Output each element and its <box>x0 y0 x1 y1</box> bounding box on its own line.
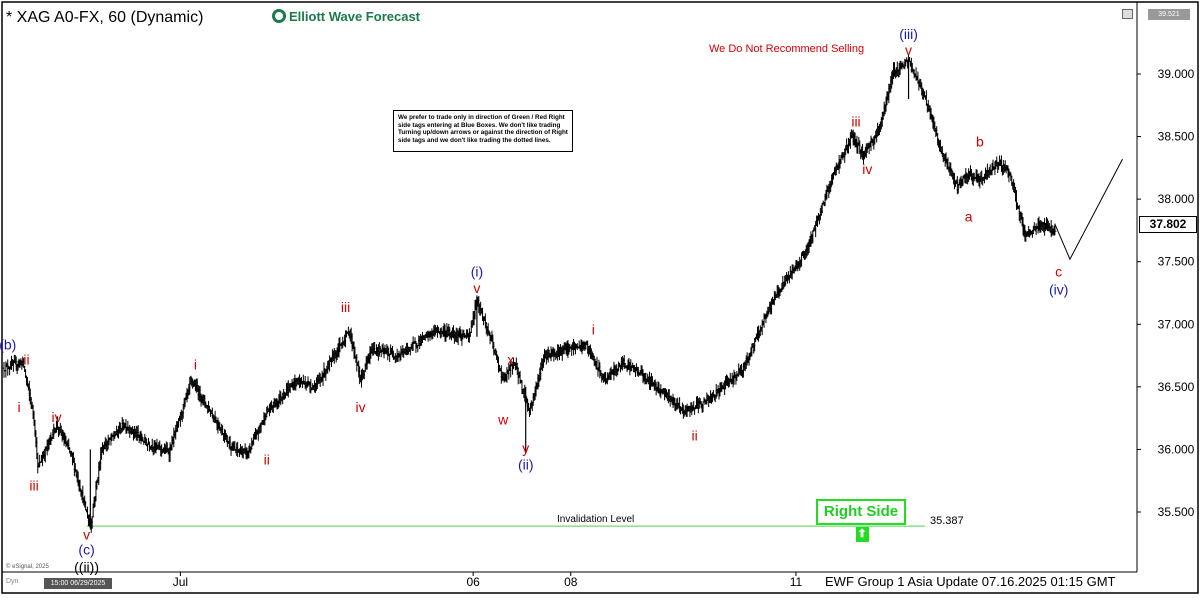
wave-label: iv <box>51 409 61 425</box>
y-tick-label: 35.500 <box>1158 505 1195 519</box>
y-tick-label: 36.500 <box>1158 380 1195 394</box>
wave-label: (b) <box>0 336 16 352</box>
right-side-label: Right Side <box>823 503 899 520</box>
wave-label: v <box>473 280 480 296</box>
right-side-tag: Right Side ⬆ <box>816 499 906 542</box>
wave-label: i <box>17 399 20 415</box>
wave-label: (i) <box>471 264 483 280</box>
update-footer: EWF Group 1 Asia Update 07.16.2025 01:15… <box>825 574 1116 589</box>
up-arrow-icon: ⬆ <box>855 527 869 542</box>
esignal-credit: © eSignal, 2025 <box>6 564 49 570</box>
y-tick-label: 36.000 <box>1158 442 1195 456</box>
wave-label: v <box>83 527 90 543</box>
x-tick-label: 06 <box>466 575 480 589</box>
last-price-tag: 37.802 <box>1139 216 1197 233</box>
window-icon[interactable] <box>1122 9 1133 19</box>
wave-label: (iii) <box>899 26 918 42</box>
wave-label: i <box>592 321 595 337</box>
trading-note: We prefer to trade only in direction of … <box>393 110 573 152</box>
invalidation-value: 35.387 <box>930 515 964 527</box>
cursor-date-box: 15:00 06/29/2025 <box>44 578 112 589</box>
y-tick-label: 37.500 <box>1158 255 1195 269</box>
top-right-price: 39.521 <box>1148 9 1190 20</box>
wave-label: x <box>507 351 514 367</box>
y-tick-label: 38.500 <box>1158 130 1195 144</box>
wave-label: ((ii)) <box>74 559 99 575</box>
x-tick-label: 08 <box>564 575 578 589</box>
y-tick-label: 37.000 <box>1158 317 1195 331</box>
wave-label: y <box>522 440 529 456</box>
wave-label: iv <box>356 399 366 415</box>
dynamic-corner-label: Dyn <box>6 578 19 585</box>
invalidation-label: Invalidation Level <box>557 514 634 525</box>
wave-label: i <box>194 356 197 372</box>
wave-label: ii <box>264 451 270 467</box>
y-tick-label: 38.000 <box>1158 192 1195 206</box>
y-tick-label: 39.000 <box>1158 67 1195 81</box>
wave-label: v <box>905 42 912 58</box>
symbol-title: * XAG A0-FX, 60 (Dynamic) <box>6 9 204 26</box>
brand-logo: Elliott Wave Forecast <box>272 9 420 24</box>
ohlc-bars <box>2 54 1057 533</box>
logo-icon <box>272 9 286 23</box>
wave-label: a <box>965 209 973 225</box>
y-axis: 35.500 36.000 36.500 37.000 37.500 38.000 38.5… <box>1137 67 1195 519</box>
wave-label: ii <box>23 351 29 367</box>
x-tick-label: Jul <box>173 575 188 589</box>
wave-label: b <box>976 134 984 150</box>
x-axis: Jul 06 08 11 <box>173 572 803 589</box>
wave-labels: (b)iiiiiiivv(c)((ii))iiiiiiiv(i)vxwy(ii)… <box>0 26 1068 575</box>
wave-label: w <box>497 411 509 427</box>
wave-label: iii <box>29 478 38 494</box>
wave-label: iii <box>851 114 860 130</box>
wave-label: iv <box>862 161 872 177</box>
wave-label: iii <box>341 299 350 315</box>
wave-label: (c) <box>78 542 94 558</box>
wave-label: (ii) <box>518 456 534 472</box>
logo-text: Elliott Wave Forecast <box>289 9 420 24</box>
warning-text: We Do Not Recommend Selling <box>709 43 865 55</box>
wave-label: ii <box>691 428 697 444</box>
x-tick-label: 11 <box>790 575 803 589</box>
wave-label: c <box>1055 264 1062 280</box>
wave-label: (iv) <box>1049 281 1068 297</box>
projection-path <box>1054 158 1123 261</box>
